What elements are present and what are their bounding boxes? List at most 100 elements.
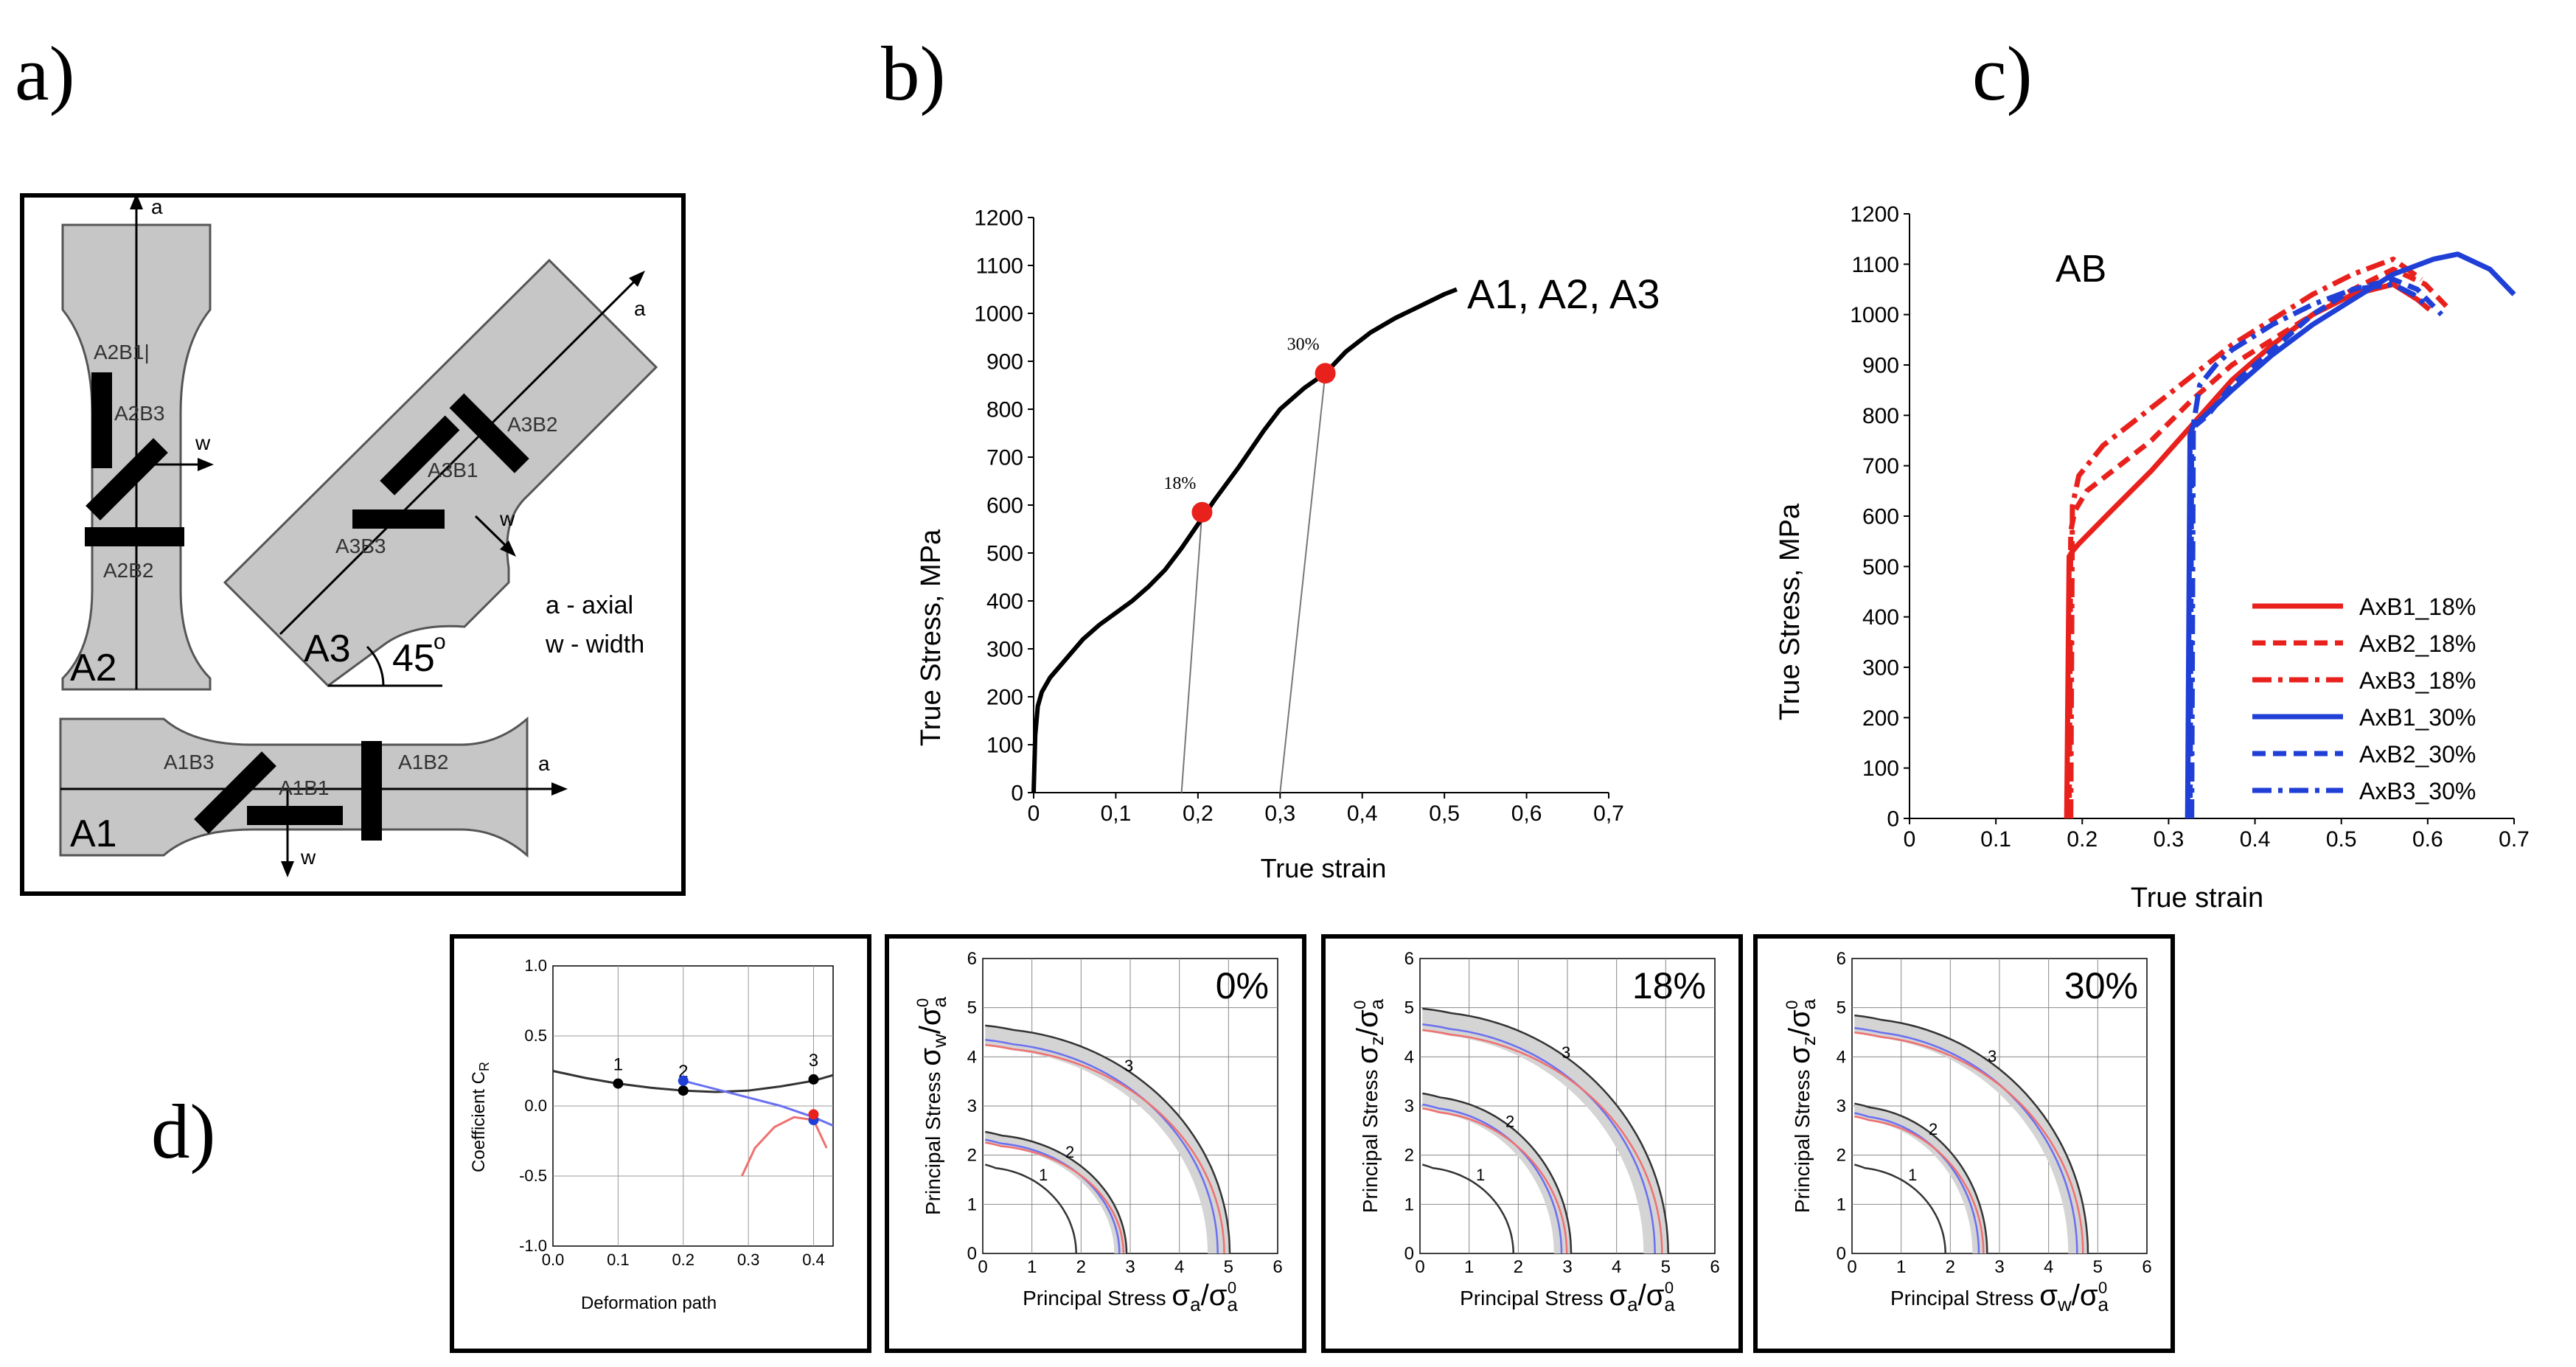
y-tick-label: 2 bbox=[1404, 1146, 1414, 1166]
x-tick-label: 4 bbox=[1612, 1257, 1621, 1277]
panel-d: 0.0 0.1 0.2 0.3 0.41.00.50.0-0.5-1.01 23 Defo… bbox=[450, 934, 2175, 1353]
x-tick-label: 6 bbox=[2142, 1257, 2151, 1277]
x-tick-label: 0.3 bbox=[2154, 827, 2185, 852]
x-tick-label: 0.1 bbox=[607, 1251, 630, 1269]
x-tick-label: 0.2 bbox=[2067, 827, 2098, 852]
envelope-outer bbox=[1422, 1092, 1573, 1254]
chart-d4: 00 1 1 2 2 3 3 4 4 5 5 6 6 1 2 3 30% Principal Stress σw/… bbox=[1783, 949, 2152, 1315]
x-tick-label: 0 bbox=[978, 1257, 987, 1277]
x-tick-label: 4 bbox=[1174, 1257, 1184, 1277]
chart-title: 30% bbox=[2064, 965, 2138, 1006]
y-tick-label: 200 bbox=[986, 686, 1023, 710]
chart-d1-xlabel: Deformation path bbox=[581, 1293, 717, 1313]
y-tick-label: 0 bbox=[1837, 1244, 1846, 1264]
chart-c-xlabel: True strain bbox=[2131, 883, 2263, 914]
y-tick-label: 1100 bbox=[1851, 253, 1899, 277]
series-line bbox=[552, 1070, 834, 1093]
x-tick-label: 0.4 bbox=[2240, 827, 2271, 852]
x-tick-label: 3 bbox=[1125, 1257, 1135, 1277]
y-tick-label: 0.5 bbox=[524, 1026, 547, 1045]
x-tick-label: 0 bbox=[1415, 1257, 1424, 1277]
y-tick-label: 1.0 bbox=[524, 956, 547, 975]
x-axis-label: Principal Stress σa/σa0 bbox=[1023, 1279, 1238, 1315]
x-tick-label: 2 bbox=[1946, 1257, 1955, 1277]
chart-c-legend: AxB1_18% AxB2_18% AxB3_18% AxB1_30% AxB2_30%… bbox=[2252, 594, 2476, 804]
y-axis-label: Principal Stress σz/σa0 bbox=[1783, 998, 1820, 1213]
chart-c-title: AB bbox=[2055, 248, 2106, 291]
x-tick-label: 0.3 bbox=[737, 1251, 760, 1269]
legend-label: AxB1_30% bbox=[2359, 704, 2476, 731]
x-tick-label: 0,1 bbox=[1101, 801, 1132, 826]
x-tick-label: 0,5 bbox=[1429, 801, 1460, 826]
envelope-outer bbox=[985, 1024, 1231, 1254]
point-label: 3 bbox=[809, 1051, 818, 1071]
x-tick-label: 1 bbox=[1464, 1257, 1474, 1277]
y-tick-label: 0 bbox=[1887, 807, 1899, 832]
envelope-outer bbox=[1854, 1014, 2089, 1254]
curve-label: 1 bbox=[1039, 1166, 1048, 1184]
curve-label: 2 bbox=[1929, 1120, 1938, 1138]
x-tick-label: 0,7 bbox=[1593, 801, 1624, 826]
series-line bbox=[2068, 257, 2423, 819]
x-tick-label: 0,6 bbox=[1511, 801, 1542, 826]
y-tick-label: 1100 bbox=[975, 254, 1023, 279]
envelope-red bbox=[1422, 1107, 1568, 1254]
y-tick-label: 1 bbox=[1837, 1194, 1846, 1214]
chart-d3: 00 1 1 2 2 3 3 4 4 5 5 6 6 1 2 3 18% Principal Stress σa/… bbox=[1351, 949, 1720, 1315]
chart-b-series-label: A1, A2, A3 bbox=[1467, 271, 1660, 317]
envelope-red bbox=[1422, 1029, 1663, 1254]
a3b1-label: A3B1 bbox=[428, 459, 478, 481]
y-tick-label: 3 bbox=[1837, 1096, 1846, 1116]
y-tick-label: 6 bbox=[967, 949, 977, 969]
point-label: 1 bbox=[613, 1055, 623, 1075]
x-tick-label: 5 bbox=[1661, 1257, 1671, 1277]
chart-c-ylabel: True Stress, MPa bbox=[1775, 503, 1806, 720]
x-tick-label: 3 bbox=[1994, 1257, 2004, 1277]
x-tick-label: 0.7 bbox=[2499, 827, 2530, 852]
curve-label: 3 bbox=[1562, 1043, 1570, 1062]
a3b2-label: A3B2 bbox=[507, 413, 558, 436]
y-tick-label: 700 bbox=[986, 446, 1023, 470]
x-tick-label: 0.5 bbox=[2326, 827, 2357, 852]
y-tick-label: 500 bbox=[1862, 555, 1899, 580]
curve-label: 2 bbox=[1505, 1112, 1514, 1130]
curve-label: 3 bbox=[1124, 1057, 1133, 1075]
y-tick-label: 0 bbox=[967, 1244, 977, 1264]
data-point bbox=[678, 1085, 689, 1096]
legend-axial: a - axial bbox=[546, 591, 633, 619]
x-tick-label: 6 bbox=[1710, 1257, 1719, 1277]
y-tick-label: 600 bbox=[1862, 505, 1899, 529]
envelope-red bbox=[985, 1043, 1225, 1254]
axis-label-a3: a bbox=[634, 297, 646, 320]
point-label: 30% bbox=[1287, 335, 1320, 354]
envelope-curve bbox=[984, 1163, 1077, 1254]
y-tick-label: 4 bbox=[1404, 1047, 1414, 1067]
y-tick-label: 0 bbox=[1404, 1244, 1414, 1264]
y-tick-label: 400 bbox=[986, 590, 1023, 614]
x-tick-label: 4 bbox=[2044, 1257, 2053, 1277]
chart-title: 0% bbox=[1216, 965, 1269, 1006]
y-tick-label: 1000 bbox=[974, 302, 1023, 327]
legend-label: AxB2_30% bbox=[2359, 741, 2476, 768]
y-tick-label: 1200 bbox=[1850, 203, 1899, 227]
chart-title: 18% bbox=[1632, 965, 1706, 1006]
angle-label: 45 bbox=[392, 637, 435, 680]
projection-line bbox=[1180, 512, 1203, 793]
panel-d4-frame bbox=[1753, 934, 2175, 1353]
y-tick-label: 900 bbox=[986, 350, 1023, 375]
y-tick-label: 300 bbox=[1862, 656, 1899, 681]
data-point bbox=[1315, 363, 1336, 384]
data-point bbox=[808, 1074, 819, 1085]
x-axis-label: Principal Stress σw/σa0 bbox=[1890, 1279, 2109, 1315]
a1b1-label: A1B1 bbox=[279, 776, 330, 799]
axis-label-a2: a bbox=[151, 195, 163, 218]
legend-label: AxB2_18% bbox=[2359, 630, 2476, 657]
series-line bbox=[2187, 276, 2444, 819]
chart-b-xlabel: True strain bbox=[1261, 853, 1387, 883]
specimen-a1: a w A1B3 A1B1 A1B2 A1 bbox=[59, 716, 568, 877]
panel-a-schematic: a w A2B1| A2B3 A2B2 A2 a w A3B1 A3B2 A3B… bbox=[20, 193, 686, 896]
y-tick-label: 100 bbox=[986, 734, 1023, 758]
a2-name: A2 bbox=[70, 647, 117, 689]
y-tick-label: -0.5 bbox=[519, 1166, 547, 1185]
